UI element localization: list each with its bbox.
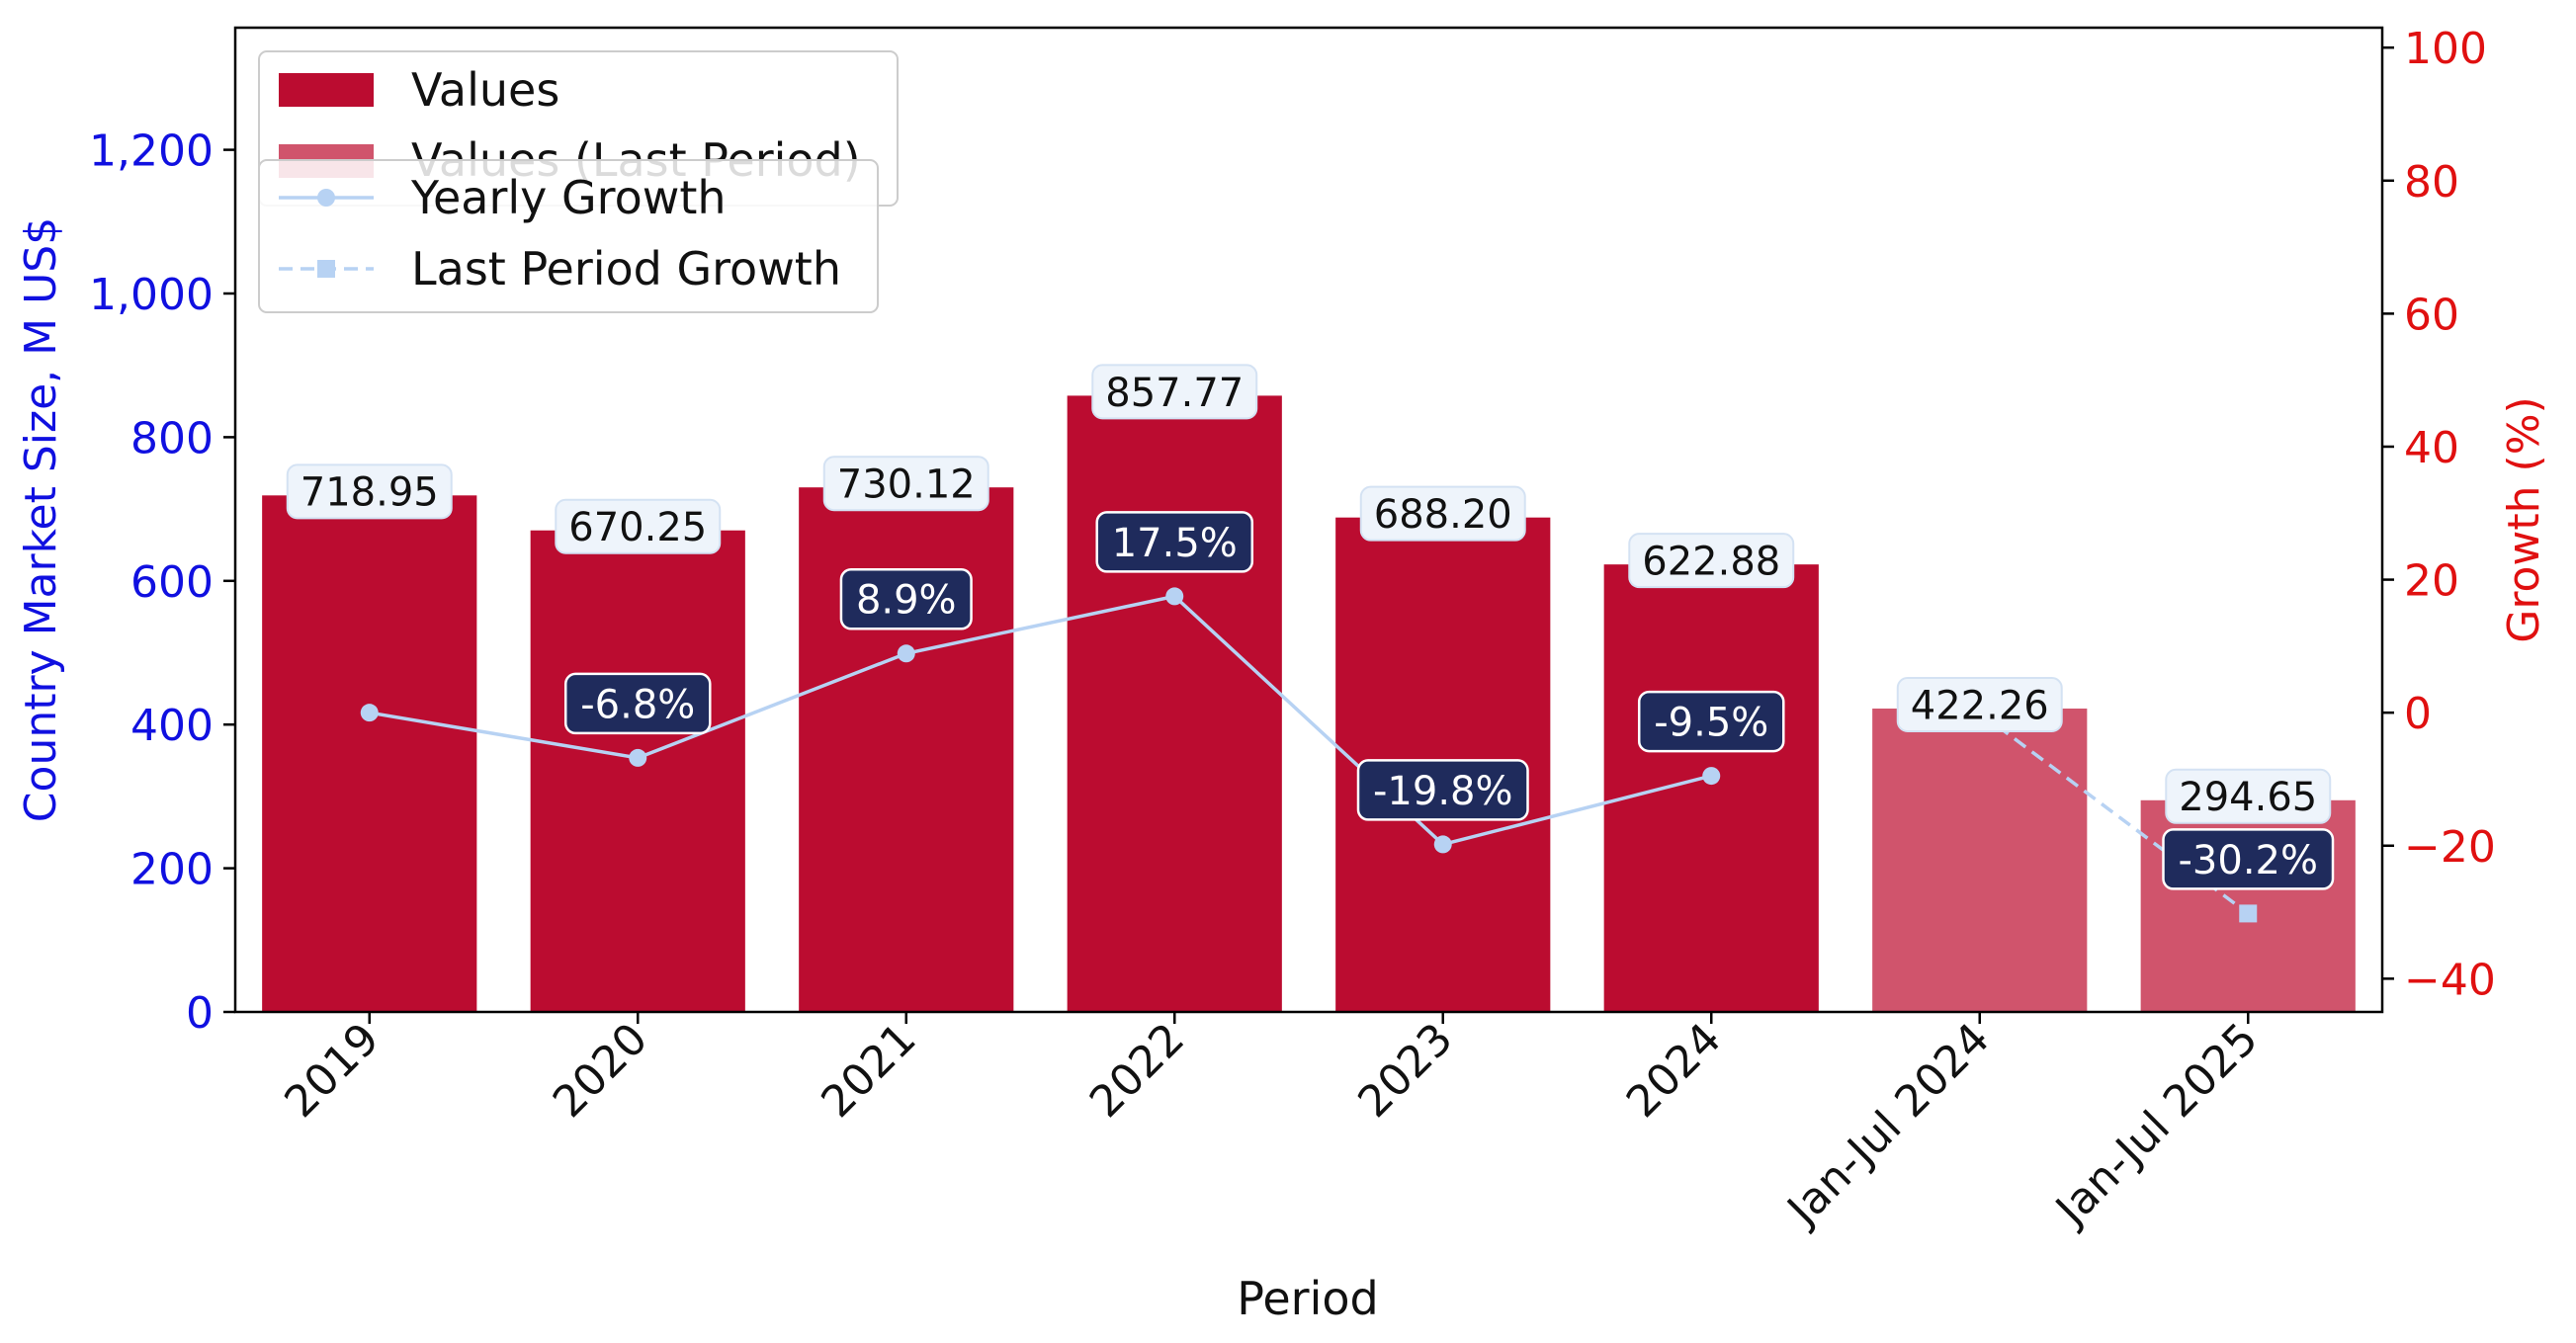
bar-3	[1067, 395, 1282, 1012]
yearly-growth-point-4	[1433, 835, 1452, 854]
yearly-growth-point-2	[897, 644, 915, 663]
y-tick-label-6: 1,200	[89, 126, 214, 177]
svg-text:622.88: 622.88	[1642, 540, 1780, 585]
y2-tick-label-5: 60	[2404, 290, 2459, 340]
svg-text:-30.2%: -30.2%	[2178, 838, 2318, 883]
last-period-growth-point-1	[2239, 904, 2258, 923]
value-label-3: 857.77	[1091, 364, 1258, 420]
yearly-growth-point-3	[1165, 587, 1184, 606]
svg-text:294.65: 294.65	[2179, 775, 2317, 820]
svg-text:857.77: 857.77	[1105, 371, 1244, 416]
svg-text:718.95: 718.95	[301, 470, 439, 516]
svg-text:688.20: 688.20	[1374, 492, 1512, 538]
y-tick-label-0: 0	[186, 988, 214, 1039]
y-tick-label-3: 600	[130, 557, 214, 608]
svg-text:17.5%: 17.5%	[1112, 521, 1238, 566]
y2-tick-label-1: −20	[2404, 822, 2496, 873]
bar-1	[530, 530, 745, 1012]
svg-text:8.9%: 8.9%	[856, 578, 957, 624]
yearly-growth-point-0	[360, 704, 379, 722]
svg-text:670.25: 670.25	[568, 505, 707, 550]
y2-tick-label-6: 80	[2404, 157, 2459, 208]
last-period-growth-label-1: -30.2%	[2162, 828, 2335, 890]
y-axis-label: Country Market Size, M US$	[16, 217, 66, 822]
legend-lines: Yearly Growth Last Period Growth	[258, 159, 879, 313]
y-tick-label-5: 1,000	[89, 270, 214, 320]
yearly-growth-label-2: 8.9%	[839, 568, 973, 630]
svg-text:422.26: 422.26	[1911, 683, 2049, 728]
y-tick-label-1: 200	[130, 845, 214, 895]
bar-2	[799, 487, 1014, 1013]
yearly-growth-line	[369, 594, 1712, 847]
yearly-growth-point-5	[1702, 767, 1721, 786]
svg-text:-19.8%: -19.8%	[1373, 769, 1513, 814]
yearly-growth-label-4: -19.8%	[1356, 759, 1529, 821]
bar-6	[1872, 709, 2088, 1012]
y2-tick-label-7: 100	[2404, 24, 2487, 74]
legend-label-values: Values	[411, 63, 559, 117]
value-label-2: 730.12	[822, 456, 989, 512]
y-tick-label-4: 800	[130, 413, 214, 463]
value-label-1: 670.25	[555, 498, 722, 554]
last-period-growth-line	[1978, 711, 2250, 915]
growth-labels-layer: -6.8% 8.9% 17.5% -19.8% -9.5% -30.2%	[563, 511, 2335, 890]
legend-swatch-values	[279, 73, 374, 107]
y2-axis-label: Growth (%)	[2499, 396, 2549, 642]
yearly-growth-label-5: -9.5%	[1637, 690, 1785, 753]
yearly-growth-point-1	[629, 748, 647, 767]
bar-0	[262, 495, 477, 1012]
value-label-4: 688.20	[1359, 485, 1526, 542]
value-label-6: 422.26	[1896, 677, 2063, 733]
value-label-0: 718.95	[286, 463, 453, 520]
value-label-5: 622.88	[1628, 533, 1795, 589]
value-labels-layer: 718.95 670.25 730.12 857.77 688.20 622.88 422.…	[286, 364, 2332, 824]
y-tick-label-2: 400	[130, 701, 214, 751]
legend-label-yearly-growth: Yearly Growth	[410, 171, 727, 224]
legend: ValuesValues (Last Period)Yearly GrowthL…	[258, 50, 899, 313]
y2-tick-label-3: 20	[2404, 556, 2459, 607]
y2-tick-label-4: 40	[2404, 423, 2459, 473]
y2-tick-label-2: 0	[2404, 689, 2432, 739]
legend-label-last-period-growth: Last Period Growth	[411, 242, 841, 295]
svg-text:-9.5%: -9.5%	[1654, 700, 1768, 745]
plot-frame	[233, 26, 2384, 1014]
x-axis-label: Period	[1237, 1272, 1378, 1325]
svg-text:-6.8%: -6.8%	[580, 682, 695, 727]
yearly-growth-label-1: -6.8%	[563, 672, 712, 735]
svg-text:730.12: 730.12	[837, 462, 976, 508]
y2-tick-label-0: −40	[2404, 955, 2496, 1005]
value-label-7: 294.65	[2165, 768, 2332, 824]
yearly-growth-label-3: 17.5%	[1095, 511, 1254, 573]
bar-5	[1603, 564, 1819, 1012]
